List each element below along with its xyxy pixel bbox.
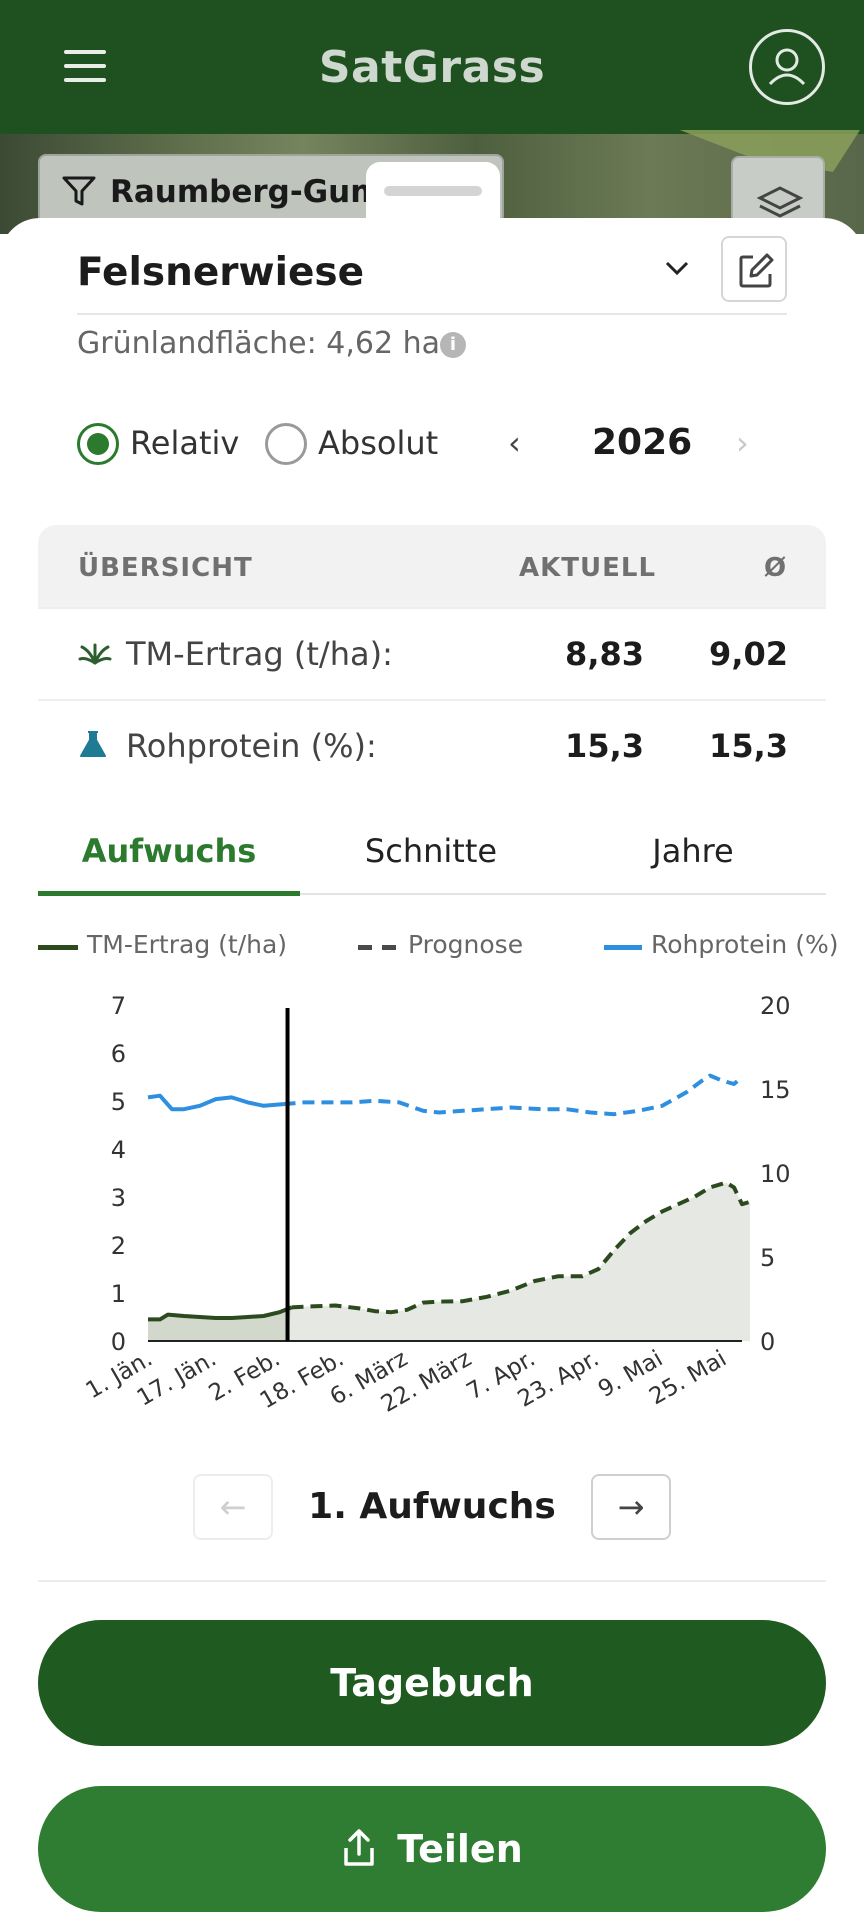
overview-protein-label: Rohprotein (%): <box>126 727 377 765</box>
info-icon[interactable]: i <box>440 332 466 358</box>
divider <box>38 1580 826 1582</box>
grass-icon <box>78 643 112 665</box>
share-button-label: Teilen <box>397 1827 523 1871</box>
cut-title: 1. Aufwuchs <box>308 1486 556 1527</box>
prev-cut-button[interactable]: ← <box>193 1474 273 1540</box>
overview-yield-label: TM-Ertrag (t/ha): <box>126 635 393 673</box>
app-title: SatGrass <box>318 42 546 93</box>
legend-protein-swatch <box>604 945 642 950</box>
legend-protein: Rohprotein (%) <box>651 930 839 959</box>
flask-icon <box>80 731 106 757</box>
y-right-tick-label: 20 <box>760 992 791 1020</box>
overview-title: ÜBERSICHT <box>78 553 253 583</box>
y-left-tick-label: 5 <box>111 1088 126 1116</box>
overview-protein-current: 15,3 <box>565 727 644 765</box>
edit-field-button[interactable] <box>721 236 787 302</box>
series-yield-line <box>148 1305 293 1322</box>
profile-icon[interactable] <box>749 29 825 105</box>
y-right-tick-label: 10 <box>760 1160 791 1188</box>
year-prev-button[interactable]: ‹ <box>508 424 521 462</box>
share-icon <box>344 1828 374 1866</box>
diary-button-label: Tagebuch <box>330 1661 534 1705</box>
chart-area-history <box>148 1307 292 1341</box>
edit-icon <box>739 253 774 288</box>
field-name: Felsnerwiese <box>77 250 365 295</box>
series-forecast-line <box>291 1180 751 1315</box>
overview-yield-avg: 9,02 <box>709 635 788 673</box>
layers-icon <box>756 186 804 218</box>
y-left-tick-label: 7 <box>111 992 126 1020</box>
radio-relative-label[interactable]: Relativ <box>130 424 240 462</box>
divider <box>77 313 787 315</box>
chevron-down-icon[interactable] <box>663 258 691 278</box>
sheet-drag-handle[interactable] <box>366 162 500 226</box>
legend-yield-swatch <box>38 945 78 950</box>
tab-divider <box>38 893 826 895</box>
overview-avg-header: Ø <box>764 553 788 583</box>
y-right-tick-label: 0 <box>760 1328 775 1356</box>
overview-protein-avg: 15,3 <box>709 727 788 765</box>
app-bar: SatGrass <box>0 0 864 134</box>
tab-jahre[interactable]: Jahre <box>652 832 734 870</box>
overview-row-protein: Rohprotein (%): 15,3 15,3 <box>38 699 826 791</box>
overview-row-yield: TM-Ertrag (t/ha): 8,83 9,02 <box>38 607 826 699</box>
overview-yield-current: 8,83 <box>565 635 644 673</box>
menu-icon[interactable] <box>60 46 114 90</box>
y-left-tick-label: 1 <box>111 1280 126 1308</box>
field-area: Grünlandfläche: 4,62 ha <box>77 326 441 361</box>
year-next-button[interactable]: › <box>736 424 749 462</box>
legend-forecast-swatch <box>382 945 396 950</box>
y-right-tick-label: 15 <box>760 1076 791 1104</box>
overview-current-header: AKTUELL <box>519 553 657 583</box>
share-button[interactable]: Teilen <box>38 1786 826 1912</box>
overview-header: ÜBERSICHT AKTUELL Ø <box>38 525 826 607</box>
legend-forecast-swatch <box>358 945 372 950</box>
radio-relative[interactable] <box>77 423 119 465</box>
diary-button[interactable]: Tagebuch <box>38 1620 826 1746</box>
year-value: 2026 <box>592 422 693 463</box>
y-left-tick-label: 4 <box>111 1136 126 1164</box>
y-left-tick-label: 2 <box>111 1232 126 1260</box>
next-cut-button[interactable]: → <box>591 1474 671 1540</box>
chart-area-fill <box>148 1182 750 1341</box>
region-filter-label: Raumberg-Gump <box>110 174 405 210</box>
tab-schnitte[interactable]: Schnitte <box>364 832 498 870</box>
radio-absolute-label[interactable]: Absolut <box>318 424 439 462</box>
legend-yield: TM-Ertrag (t/ha) <box>87 930 288 959</box>
y-left-tick-label: 6 <box>111 1040 126 1068</box>
tab-aufwuchs[interactable]: Aufwuchs <box>81 832 257 870</box>
y-right-tick-label: 5 <box>760 1244 775 1272</box>
legend-forecast: Prognose <box>408 930 524 959</box>
y-left-tick-label: 0 <box>111 1328 126 1356</box>
filter-icon <box>62 176 96 206</box>
tab-active-indicator <box>38 891 300 896</box>
series-protein-line <box>147 1093 284 1112</box>
series-protein-forecast-line <box>283 1073 744 1117</box>
radio-absolute[interactable] <box>265 423 307 465</box>
y-left-tick-label: 3 <box>111 1184 126 1212</box>
